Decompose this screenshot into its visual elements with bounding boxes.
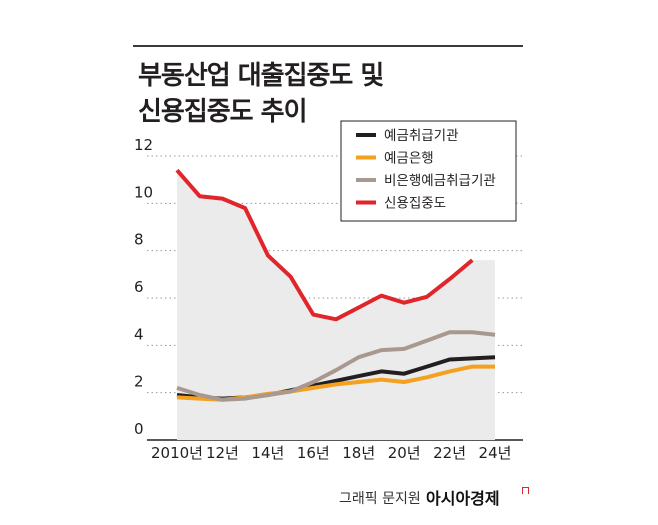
title-rule <box>133 45 523 47</box>
legend-label: 예금취급기관 <box>384 128 459 144</box>
chart-title-line-2: 신용집중도 추이 <box>138 97 307 127</box>
legend-label: 비은행예금취급기관 <box>384 173 496 189</box>
chart-title-line-1: 부동산업 대출집중도 및 <box>138 61 384 91</box>
x-tick-label: 20년 <box>388 444 421 462</box>
y-tick-label: 4 <box>134 325 144 343</box>
x-tick-label: 12년 <box>206 444 239 462</box>
x-tick-label: 18년 <box>342 444 375 462</box>
legend-label: 신용집중도 <box>384 196 446 212</box>
brand-logo-text: 아시아경제 <box>426 489 500 508</box>
brand-mark-icon <box>522 487 529 494</box>
x-tick-label: 22년 <box>433 444 466 462</box>
x-tick-label: 24년 <box>479 444 512 462</box>
x-tick-label: 16년 <box>297 444 330 462</box>
y-tick-label: 10 <box>134 183 153 201</box>
series-lines <box>175 168 496 402</box>
y-tick-label: 6 <box>134 278 144 296</box>
credit-concentration-area <box>177 170 495 440</box>
series-line <box>176 330 496 402</box>
graphic-credit: 그래픽 문지원 <box>339 491 421 507</box>
series-line <box>175 168 474 322</box>
y-tick-label: 2 <box>134 373 144 391</box>
axis-ticks: 0 2 4 6 8 10 12 2010년 12년 14년 16년 18년 20년 22년 24년 <box>134 136 511 462</box>
y-tick-label: 12 <box>134 136 153 154</box>
x-tick-label: 14년 <box>251 444 284 462</box>
y-tick-label: 0 <box>134 420 144 438</box>
y-tick-label: 8 <box>134 231 144 249</box>
legend-label: 예금은행 <box>384 151 434 167</box>
x-tick-label: 2010년 <box>151 444 203 462</box>
